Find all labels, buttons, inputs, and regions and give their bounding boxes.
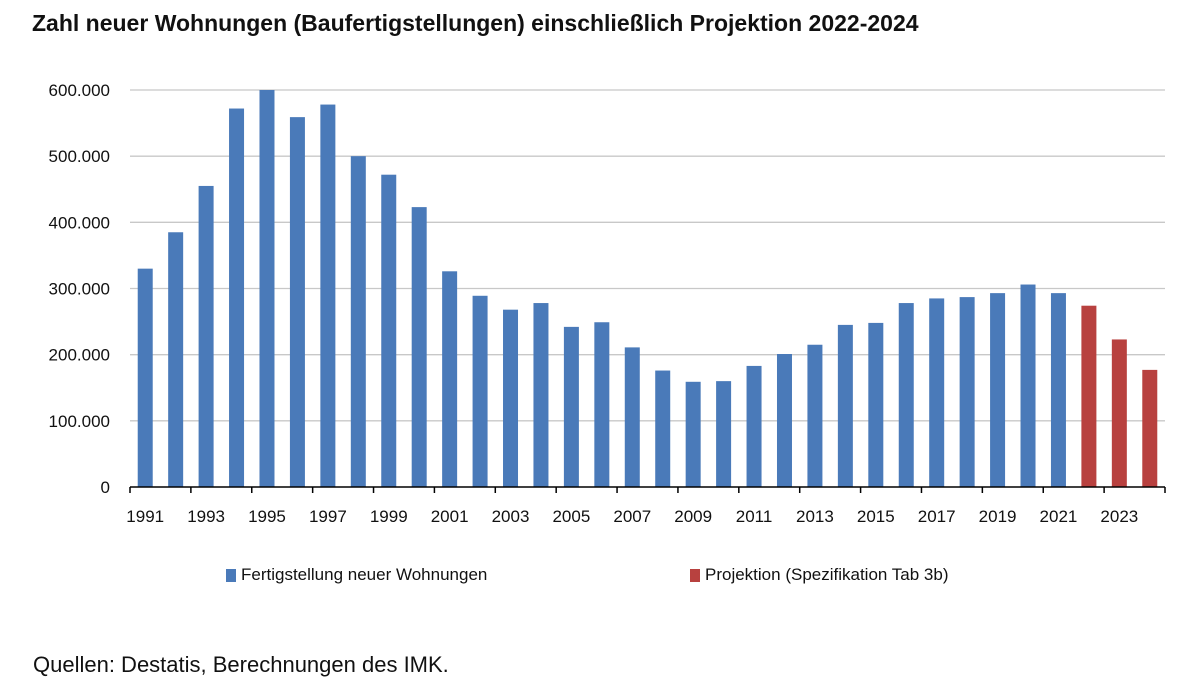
bar-completions <box>990 293 1006 487</box>
bar-completions <box>320 104 336 487</box>
y-tick-label: 300.000 <box>49 280 110 299</box>
bar-completions <box>868 322 884 487</box>
y-axis-tick-labels: 0 100.000 200.000 300.000 400.000 500.000 600.… <box>49 81 110 497</box>
x-tick-label: 2009 <box>674 507 712 526</box>
legend-label-completions: Fertigstellung neuer Wohnungen <box>241 565 488 584</box>
bar-completions <box>1020 284 1036 487</box>
bar-projection <box>1081 305 1097 487</box>
legend-swatch-completions <box>226 568 236 582</box>
bar-projection <box>1111 339 1127 487</box>
x-tick-label: 2001 <box>431 507 469 526</box>
bar-completions <box>289 117 305 488</box>
bar-completions <box>168 232 184 487</box>
bar-completions <box>716 381 732 487</box>
legend-label-projection: Projektion (Spezifikation Tab 3b) <box>705 565 949 584</box>
legend: Fertigstellung neuer Wohnungen Projektio… <box>0 565 1181 589</box>
y-tick-label: 200.000 <box>49 346 110 365</box>
x-tick-label: 1997 <box>309 507 347 526</box>
gridlines <box>130 89 1165 422</box>
bar-completions <box>350 156 366 487</box>
y-tick-label: 400.000 <box>49 213 110 232</box>
y-tick-label: 600.000 <box>49 81 110 100</box>
x-tick-label: 2003 <box>492 507 530 526</box>
bar-completions <box>807 344 823 487</box>
bar-completions <box>594 322 610 487</box>
source-note: Quellen: Destatis, Berechnungen des IMK. <box>33 652 449 677</box>
x-tick-label: 2015 <box>857 507 895 526</box>
bar-completions <box>959 297 975 487</box>
legend-item-projection: Projektion (Spezifikation Tab 3b) <box>690 565 949 585</box>
bar-completions <box>137 268 153 487</box>
legend-item-completions: Fertigstellung neuer Wohnungen <box>226 565 487 585</box>
bar-chart: 0 100.000 200.000 300.000 400.000 500.000 600.… <box>49 81 1166 526</box>
bar-completions <box>746 365 762 487</box>
bar-completions <box>472 295 488 487</box>
bar-completions <box>624 347 640 487</box>
bar-completions <box>1050 293 1066 487</box>
x-tick-label: 1991 <box>126 507 164 526</box>
bar-completions <box>685 381 701 487</box>
bar-completions <box>837 324 853 487</box>
bar-completions <box>442 271 458 487</box>
bar-completions <box>655 370 671 487</box>
bar-completions <box>898 303 914 487</box>
x-axis-tick-labels: 1991 1993 1995 1997 1999 2001 2003 2005 2007 2009… <box>126 507 1138 526</box>
x-tick-label: 1995 <box>248 507 286 526</box>
y-tick-label: 0 <box>101 478 110 497</box>
y-tick-label: 500.000 <box>49 147 110 166</box>
chart-title: Zahl neuer Wohnungen (Baufertigstellunge… <box>32 10 919 36</box>
bar-projection <box>1142 369 1158 487</box>
y-tick-label: 100.000 <box>49 412 110 431</box>
bar-completions <box>381 174 397 487</box>
bar-completions <box>503 309 519 487</box>
bar-completions <box>563 326 579 487</box>
x-tick-label: 2013 <box>796 507 834 526</box>
bar-completions <box>198 185 214 488</box>
x-tick-label: 2005 <box>552 507 590 526</box>
x-tick-label: 2017 <box>918 507 956 526</box>
x-tick-label: 1999 <box>370 507 408 526</box>
x-tick-label: 2021 <box>1040 507 1078 526</box>
bar-completions <box>411 207 427 488</box>
bar-completions <box>533 303 549 487</box>
bars <box>137 90 1158 488</box>
x-tick-label: 1993 <box>187 507 225 526</box>
legend-swatch-projection <box>690 568 700 582</box>
bar-completions <box>229 108 245 487</box>
x-axis <box>129 486 1166 493</box>
x-tick-label: 2023 <box>1100 507 1138 526</box>
bar-completions <box>929 298 945 487</box>
x-tick-label: 2019 <box>979 507 1017 526</box>
x-tick-label: 2007 <box>613 507 651 526</box>
x-tick-label: 2011 <box>736 507 773 526</box>
bar-completions <box>776 354 792 487</box>
bar-completions <box>259 90 275 487</box>
